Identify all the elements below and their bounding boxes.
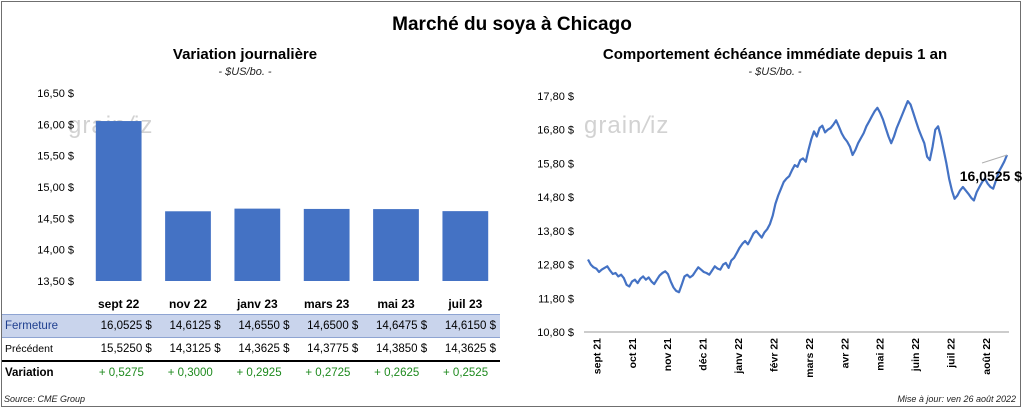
bar-x-tick-label: mai 23: [377, 297, 415, 311]
table-cell: + 0,2625: [374, 367, 420, 379]
bar-y-tick-label: 14,50 $: [37, 213, 74, 225]
line-chart-unit: - $US/bo. -: [748, 66, 802, 78]
main-title: Marché du soya à Chicago: [392, 14, 632, 35]
bar-x-tick-label: juil 23: [447, 297, 482, 311]
line-x-tick-label: juil 22: [946, 338, 958, 369]
table-cell: 14,3775 $: [293, 337, 363, 362]
table-cell: + 0,2725: [305, 367, 351, 379]
table-cell: 14,3125 $: [155, 337, 225, 362]
line-x-tick-label: sept 21: [591, 338, 603, 374]
line-y-tick-label: 17,80 $: [537, 91, 574, 103]
table-cell: + 0,3000: [167, 367, 213, 379]
update-note: Mise à jour: ven 26 août 2022: [897, 394, 1016, 404]
table-cell: 15,5250 $: [87, 337, 156, 362]
bar-y-tick-label: 16,00 $: [37, 119, 74, 131]
bar-chart-unit: - $US/bo. -: [218, 66, 272, 78]
line-x-tick-label: juin 22: [910, 338, 922, 372]
row-label: Précédent: [2, 337, 87, 362]
table-cell: 14,6475 $: [362, 314, 432, 338]
table-row-variation: Variation + 0,5275 + 0,3000 + 0,2925 + 0…: [2, 361, 500, 384]
line-y-tick-label: 15,80 $: [537, 158, 574, 170]
grainwiz-logo-watermark: grain/iz: [584, 112, 670, 139]
line-y-tick-label: 11,80 $: [538, 293, 574, 305]
table-row-previous: Précédent 15,5250 $ 14,3125 $ 14,3625 $ …: [2, 337, 500, 362]
table-cell: + 0,2925: [236, 367, 282, 379]
series-line: [587, 99, 1009, 294]
line-chart: 10,80 $ 11,80 $ 12,80 $ 13,80 $ 14,80 $ 15,80…: [537, 91, 1022, 378]
table-cell: 14,6500 $: [293, 314, 363, 338]
table-cell: + 0,5275: [98, 367, 144, 379]
table-cell: 14,6125 $: [155, 314, 225, 338]
line-x-tick-label: mai 22: [875, 338, 887, 371]
line-y-tick-label: 16,80 $: [537, 125, 574, 137]
table-cell: + 0,2525: [443, 367, 489, 379]
line-x-tick-label: mars 22: [804, 338, 816, 378]
table-cell: 14,3625 $: [224, 337, 294, 362]
last-value-label: 16,0525 $: [960, 168, 1022, 184]
bar-x-tick-label: janv 23: [236, 297, 278, 311]
source-note: Source: CME Group: [4, 394, 86, 404]
bar-chart: 13,50 $ 14,00 $ 14,50 $ 15,00 $ 15,50 $ 16,00…: [37, 88, 489, 311]
price-table: Fermeture 16,0525 $ 14,6125 $ 14,6550 $ …: [2, 314, 500, 384]
bar: [373, 209, 419, 281]
table-cell: 14,6550 $: [224, 314, 294, 338]
table-cell: 14,3625 $: [431, 337, 500, 362]
table-cell: 14,6150 $: [431, 314, 500, 338]
bar-x-tick-label: sept 22: [98, 297, 140, 311]
line-y-tick-label: 10,80 $: [537, 327, 574, 339]
bar-y-tick-label: 15,00 $: [37, 182, 74, 194]
bar-x-tick-label: mars 23: [304, 297, 350, 311]
bar-chart-title: Variation journalière: [172, 46, 318, 63]
line-x-tick-label: août 22: [981, 338, 993, 375]
line-x-tick-label: janv 22: [733, 338, 745, 375]
line-chart-title: Comportement échéance immédiate depuis 1…: [602, 46, 948, 63]
bar: [165, 211, 211, 281]
last-value-leader: [981, 154, 1008, 164]
bar-y-tick-label: 16,50 $: [37, 88, 74, 100]
table-cell: 14,3850 $: [362, 337, 432, 362]
line-y-tick-label: 13,80 $: [537, 226, 574, 238]
bar: [95, 121, 142, 281]
bar: [442, 211, 489, 281]
bar-y-tick-label: 13,50 $: [37, 276, 74, 288]
table-cell: 16,0525 $: [87, 314, 156, 338]
line-x-tick-label: oct 21: [627, 338, 639, 369]
bar: [234, 208, 281, 281]
line-x-tick-label: avr 22: [839, 338, 851, 369]
bar-y-tick-label: 14,00 $: [37, 245, 74, 257]
line-x-tick-label: févr 22: [768, 338, 780, 372]
line-y-tick-label: 12,80 $: [537, 260, 574, 272]
line-y-tick-label: 14,80 $: [537, 192, 574, 204]
bar-y-tick-label: 15,50 $: [37, 151, 74, 163]
table-row-close: Fermeture 16,0525 $ 14,6125 $ 14,6550 $ …: [2, 314, 500, 338]
line-x-tick-label: déc 21: [698, 338, 710, 371]
bar-x-tick-label: nov 22: [169, 297, 207, 311]
row-label: Fermeture: [2, 314, 87, 338]
bar: [303, 208, 350, 281]
line-x-tick-label: nov 21: [662, 338, 674, 371]
row-label: Variation: [5, 367, 54, 379]
